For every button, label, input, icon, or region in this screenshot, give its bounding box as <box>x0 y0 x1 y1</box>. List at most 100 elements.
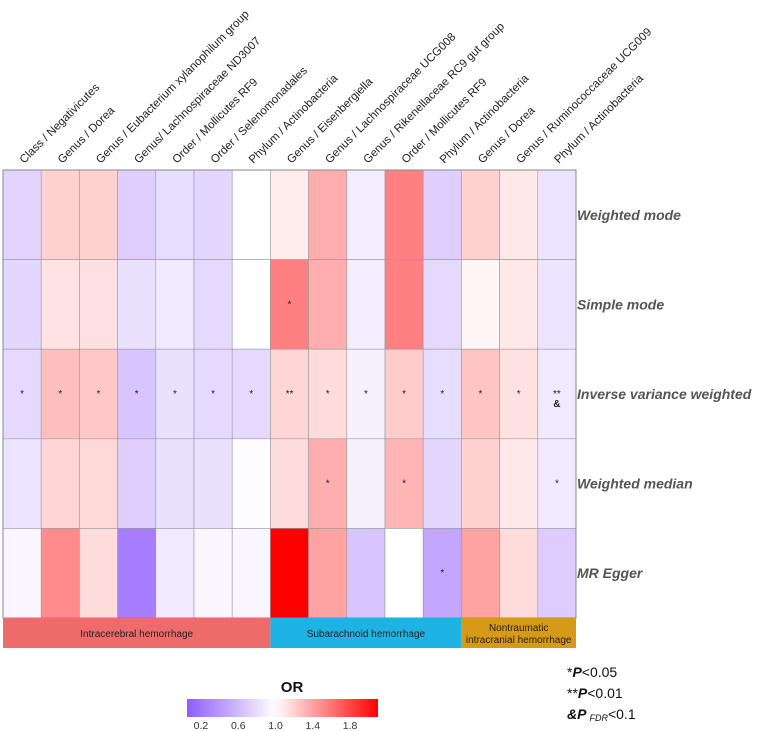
heatmap-cell <box>117 169 157 260</box>
heatmap-cell <box>346 169 386 260</box>
significance-mark: * <box>555 479 559 490</box>
heatmap-cell <box>461 259 500 350</box>
significance-mark: * <box>249 389 253 400</box>
heatmap-cell <box>155 438 195 529</box>
significance-mark: * <box>517 389 521 400</box>
significance-mark: * <box>211 389 215 400</box>
heatmap-cell <box>79 259 118 350</box>
heatmap-cell <box>461 348 500 440</box>
heatmap-cell <box>231 528 271 619</box>
heatmap-cell <box>2 528 42 619</box>
significance-mark: * <box>58 389 62 400</box>
row-label: Simple mode <box>577 296 664 312</box>
heatmap-cell <box>422 348 462 440</box>
group-label: Nontraumatic intracranial hemorrhage <box>466 623 572 646</box>
heatmap-cell <box>155 259 195 350</box>
note-p001: **P<0.01 <box>567 685 623 701</box>
note-fdr: &P FDR<0.1 <box>567 706 636 723</box>
colorbar-legend: OR 0.2 0.6 1.0 1.4 1.8 <box>187 679 378 731</box>
group-band <box>461 618 576 648</box>
heatmap-cell <box>422 259 462 350</box>
colorbar-tick: 0.2 <box>194 720 209 731</box>
colorbar <box>187 699 378 717</box>
row-labels: Weighted mode Simple mode Inverse variance… <box>577 207 752 581</box>
heatmap-cells: ** * * * * * * ** * * * * * * *** * **& <box>2 169 577 619</box>
heatmap-cell <box>40 528 80 619</box>
heatmap-cell <box>537 438 577 529</box>
heatmap-cell <box>193 438 233 529</box>
heatmap-cell <box>117 259 157 350</box>
significance-mark: ** <box>286 389 294 400</box>
heatmap-cell <box>193 259 233 350</box>
significance-mark: * <box>326 389 330 400</box>
heatmap-cell <box>308 259 348 350</box>
group-label: Intracerebral hemorrhage <box>80 629 193 640</box>
heatmap-cell <box>79 348 118 440</box>
row-label: Weighted median <box>577 476 693 492</box>
heatmap-cell <box>270 348 309 440</box>
significance-mark: * <box>97 389 101 400</box>
heatmap-cell <box>384 169 424 260</box>
heatmap-cell <box>2 169 42 260</box>
heatmap-cell <box>40 169 80 260</box>
significance-mark: ** <box>553 389 561 400</box>
heatmap-cell <box>384 528 424 619</box>
column-label: Genus / Ruminococcaceae UCG009 <box>514 26 654 166</box>
heatmap-cell <box>193 169 233 260</box>
heatmap-cell <box>231 438 271 529</box>
heatmap-cell <box>231 259 271 350</box>
heatmap-cell <box>117 348 157 440</box>
heatmap-cell <box>461 528 500 619</box>
row-label: MR Egger <box>577 565 644 581</box>
colorbar-tick: 0.6 <box>231 720 246 731</box>
heatmap-cell <box>422 438 462 529</box>
significance-mark: * <box>440 568 444 579</box>
heatmap-cell <box>40 348 80 440</box>
heatmap-cell <box>79 528 118 619</box>
fdr-mark: & <box>553 399 560 410</box>
colorbar-title: OR <box>281 679 304 696</box>
heatmap-cell <box>384 348 424 440</box>
heatmap-cell <box>346 528 386 619</box>
heatmap-cell <box>270 528 309 619</box>
heatmap-cell <box>40 259 80 350</box>
heatmap-cell <box>270 259 309 350</box>
heatmap-cell <box>270 169 309 260</box>
heatmap-cell <box>155 348 195 440</box>
heatmap-cell <box>384 438 424 529</box>
heatmap-cell <box>346 438 386 529</box>
significance-mark: * <box>440 389 444 400</box>
heatmap-cell <box>231 169 271 260</box>
group-label: Subarachnoid hemorrhage <box>307 629 426 640</box>
significance-mark: * <box>326 479 330 490</box>
heatmap-cell <box>2 438 42 529</box>
heatmap-cell <box>79 169 118 260</box>
heatmap-cell <box>117 528 157 619</box>
significance-mark: * <box>402 389 406 400</box>
heatmap-cell <box>422 169 462 260</box>
note-p005: *P<0.05 <box>567 664 617 680</box>
heatmap-cell <box>499 438 539 529</box>
significance-mark: * <box>173 389 177 400</box>
heatmap-cell <box>422 528 462 619</box>
heatmap-cell <box>461 438 500 529</box>
heatmap-cell <box>193 348 233 440</box>
heatmap-cell <box>2 259 42 350</box>
heatmap-cell <box>79 438 118 529</box>
heatmap-cell <box>308 528 348 619</box>
heatmap-cell <box>499 528 539 619</box>
row-label: Inverse variance weighted <box>577 386 752 402</box>
colorbar-tick: 1.4 <box>305 720 320 731</box>
heatmap-cell <box>155 528 195 619</box>
heatmap-cell <box>537 348 577 440</box>
group-band <box>3 618 271 648</box>
column-label: Genus / Rikenellaceae RC9 gut group <box>362 21 507 166</box>
heatmap-cell <box>346 259 386 350</box>
heatmap-cell <box>461 169 500 260</box>
heatmap-cell <box>537 169 577 260</box>
heatmap-cell <box>346 348 386 440</box>
colorbar-tick: 1.8 <box>343 720 358 731</box>
heatmap-cell <box>537 259 577 350</box>
